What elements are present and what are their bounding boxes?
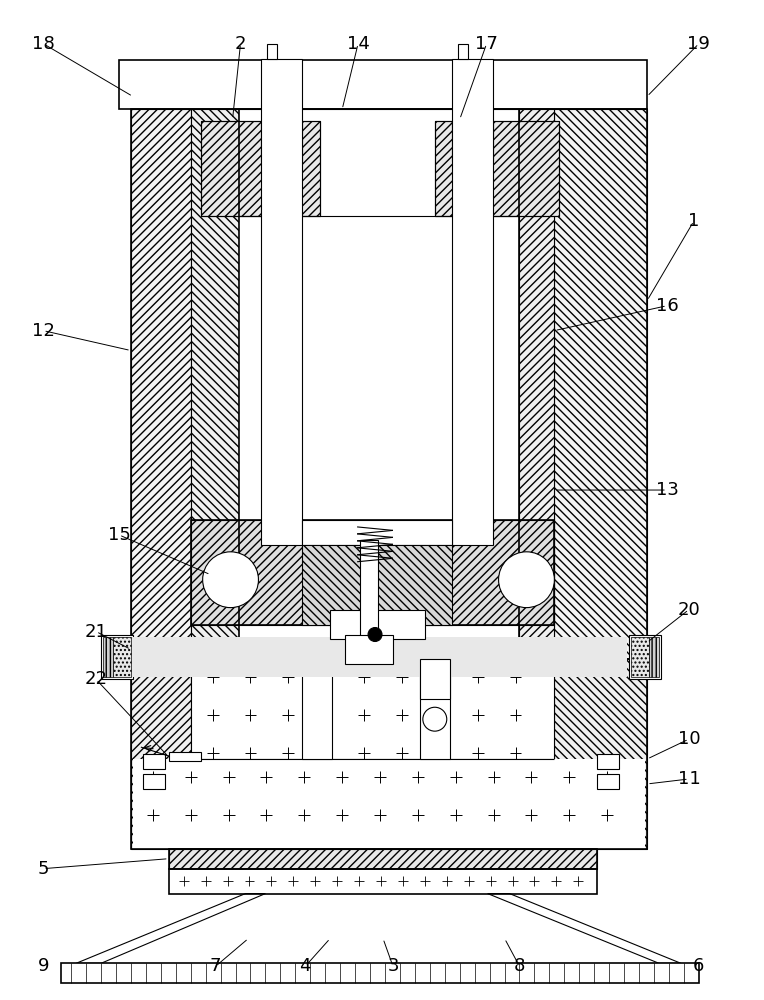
Bar [555,659,647,849]
Bar [238,109,520,659]
Bar [61,963,699,983]
Bar [420,659,450,759]
Bar [555,109,647,659]
Bar [143,774,165,789]
Bar [131,659,191,849]
Text: 5: 5 [37,860,49,878]
Bar [452,59,493,545]
Text: 18: 18 [32,35,54,53]
Bar [101,635,133,679]
Bar [303,545,452,625]
Bar [131,109,647,659]
Bar [520,109,555,659]
Text: 10: 10 [678,730,700,748]
Bar [191,659,555,759]
Text: 11: 11 [678,770,701,788]
Circle shape [202,552,258,608]
Text: 15: 15 [108,526,131,544]
Text: 6: 6 [693,957,704,975]
Bar [649,637,659,677]
Bar [133,759,645,849]
Circle shape [499,552,555,608]
Text: 16: 16 [656,297,678,315]
Bar [420,659,450,699]
Text: 22: 22 [85,670,108,688]
Text: 20: 20 [678,601,701,619]
Text: 4: 4 [299,957,311,975]
Bar [261,121,303,161]
Bar [261,59,303,545]
Bar [267,44,277,59]
Text: 7: 7 [210,957,222,975]
Circle shape [368,628,382,641]
Bar [169,849,597,869]
Text: 1: 1 [688,212,700,230]
Text: 14: 14 [347,35,370,53]
Bar [119,60,647,109]
Circle shape [422,707,447,731]
Bar [629,635,661,679]
Bar [345,635,393,664]
Bar [201,121,320,216]
Bar [169,752,201,761]
Bar [631,637,649,677]
Bar [303,659,332,759]
Bar [103,637,113,677]
Text: 19: 19 [688,35,711,53]
Bar [131,109,191,659]
Bar [103,637,627,677]
Text: 3: 3 [387,957,399,975]
Bar [303,520,452,545]
Bar [143,754,165,769]
Bar [452,121,493,161]
Bar [191,520,555,625]
Text: 12: 12 [32,322,55,340]
Bar [597,774,619,789]
Bar [131,659,647,849]
Bar [169,869,597,894]
Bar [330,610,425,639]
Bar [597,754,619,769]
Text: 13: 13 [656,481,678,499]
Bar [435,121,559,216]
Text: 9: 9 [37,957,49,975]
Bar [360,540,378,639]
Text: 21: 21 [85,623,108,641]
Bar [191,520,555,625]
Text: 17: 17 [475,35,498,53]
Bar [435,121,559,216]
Bar [169,849,597,869]
Bar [113,637,131,677]
Bar [201,121,320,216]
Text: 8: 8 [514,957,525,975]
Bar [458,44,468,59]
Bar [191,109,238,659]
Text: 2: 2 [235,35,246,53]
